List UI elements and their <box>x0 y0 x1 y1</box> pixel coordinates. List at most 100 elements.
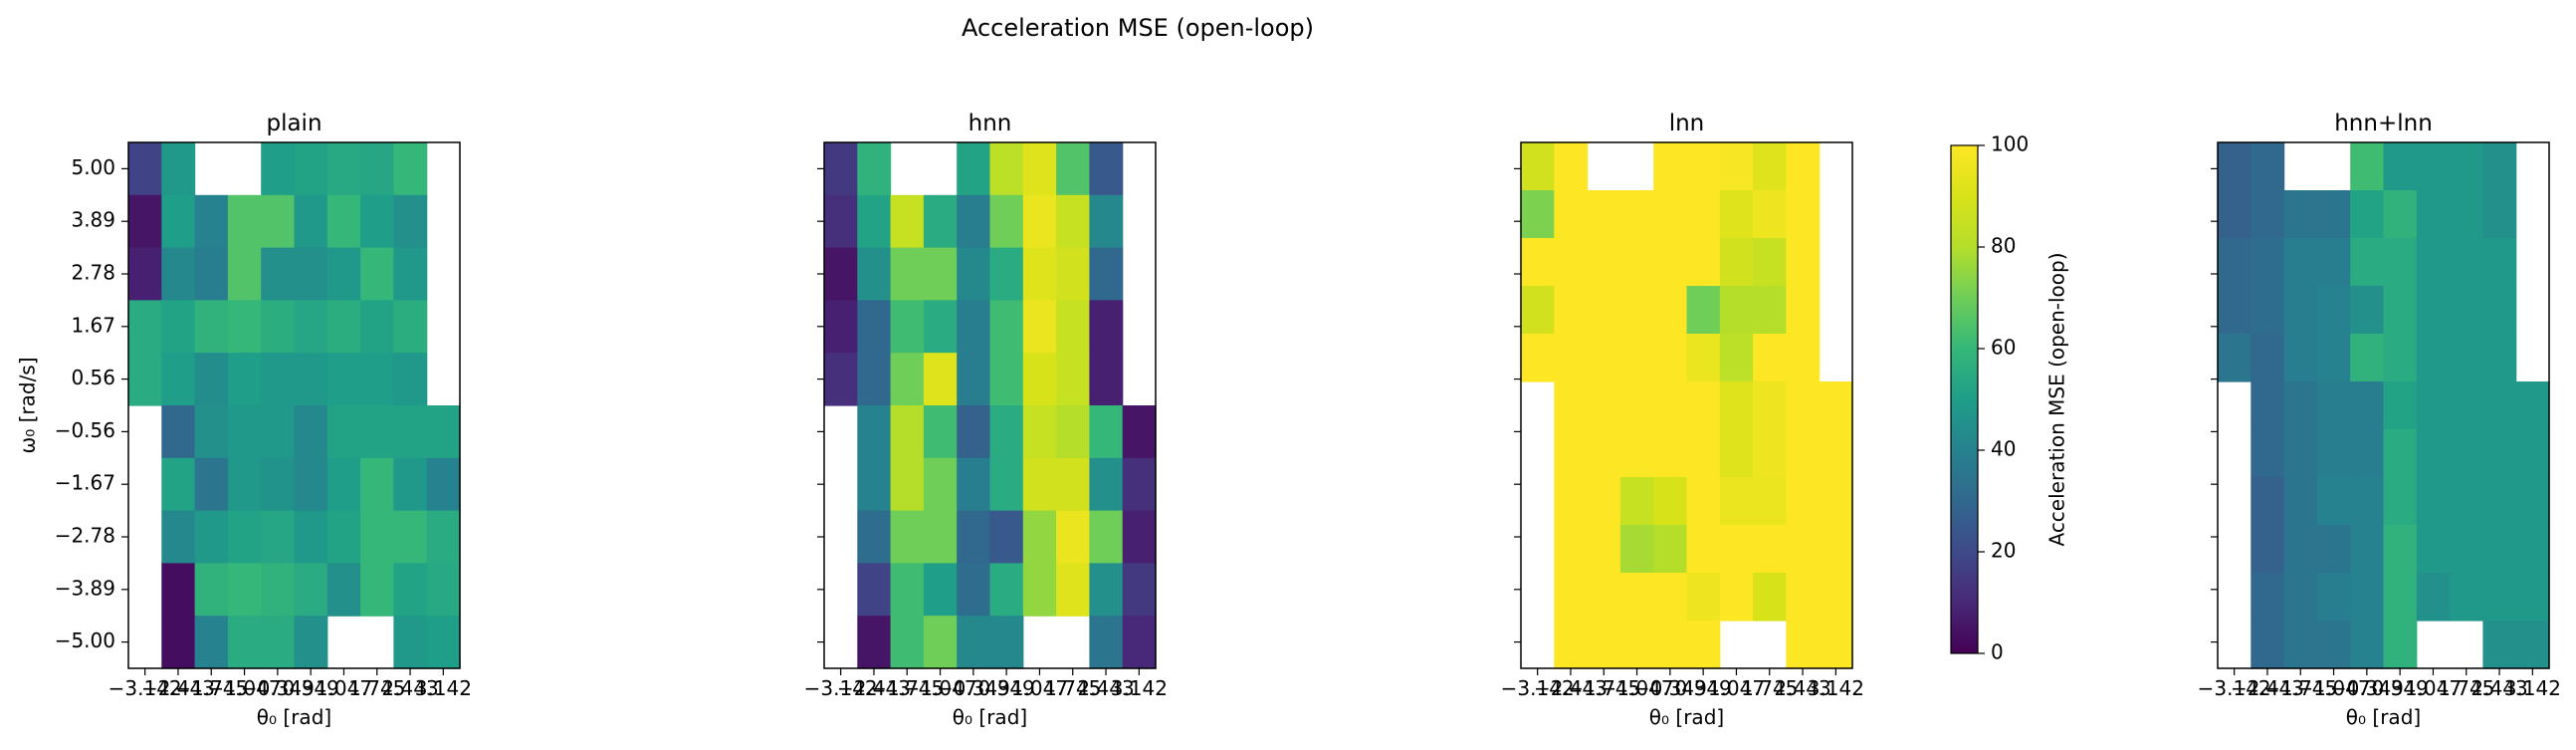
colorbar-gradient <box>1950 144 1979 654</box>
heatmap-cell <box>2383 381 2418 430</box>
heatmap-cell <box>2316 477 2351 526</box>
heatmap-cell <box>2316 286 2351 335</box>
heatmap-cell <box>1819 477 1853 526</box>
x-tick-label: −3.142 <box>2198 676 2271 700</box>
heatmap-cell <box>2316 381 2351 430</box>
heatmap-cell <box>261 616 296 669</box>
heatmap-cell <box>2383 238 2418 287</box>
heatmap-cell <box>294 300 328 354</box>
heatmap-cell <box>360 405 394 459</box>
heatmap-cell <box>989 142 1024 196</box>
heatmap-cell <box>857 405 892 459</box>
x-tick-label: 1.047 <box>316 676 372 700</box>
heatmap-cell <box>1554 286 1589 335</box>
x-tick-label: 1.745 <box>1741 676 1798 700</box>
heatmap-cell <box>2383 525 2418 574</box>
y-tick-label: 5.00 <box>71 155 115 179</box>
heatmap-cell <box>161 405 196 459</box>
heatmap-cell <box>1653 573 1688 622</box>
heatmap-cell <box>1619 525 1654 574</box>
heatmap-cell <box>1753 573 1787 622</box>
panel-title: hnn <box>968 111 1012 136</box>
heatmap-cell <box>1022 194 1057 249</box>
heatmap-cell <box>1619 286 1654 335</box>
heatmap-cell <box>194 247 229 301</box>
y-tick-label: −1.67 <box>55 471 115 495</box>
heatmap-cell <box>426 457 461 512</box>
heatmap-cell <box>128 142 162 196</box>
heatmap-cell <box>2251 286 2285 335</box>
x-tick-label: 3.142 <box>1808 676 1864 700</box>
heatmap-cell <box>857 563 892 617</box>
heatmap-cell <box>1619 238 1654 287</box>
y-tick-label: 0.56 <box>71 366 115 389</box>
heatmap-cell <box>426 616 461 669</box>
heatmap-cell <box>1089 194 1124 249</box>
x-tick-label: 0.349 <box>978 676 1035 700</box>
heatmap-cell <box>1056 300 1090 354</box>
heatmap-cell <box>1653 525 1688 574</box>
heatmap-cell <box>824 247 858 301</box>
x-tick-label: −1.047 <box>2297 676 2371 700</box>
heatmap-cell <box>227 510 262 564</box>
heatmap-cell <box>1554 477 1589 526</box>
heatmap-cell <box>1786 238 1821 287</box>
heatmap-cell <box>393 300 428 354</box>
heatmap-cell <box>2350 525 2385 574</box>
heatmap-cell <box>128 247 162 301</box>
heatmap-cell <box>227 616 262 669</box>
heatmap-cell <box>2316 525 2351 574</box>
heatmap-cell <box>1587 381 1621 430</box>
heatmap-cell <box>2383 429 2418 478</box>
x-tick-label: 0.349 <box>283 676 339 700</box>
x-tick-label: 1.745 <box>1044 676 1101 700</box>
heatmap-cell <box>2450 429 2483 478</box>
heatmap-cell <box>824 194 858 249</box>
heatmap-cell <box>1587 573 1621 622</box>
colorbar-tick-label: 0 <box>1991 640 2004 664</box>
heatmap-cell <box>989 616 1024 669</box>
heatmap-cell <box>1022 457 1057 512</box>
x-tick-label: −2.443 <box>837 676 911 700</box>
heatmap-cell <box>923 563 958 617</box>
heatmap-cell <box>426 405 461 459</box>
heatmap-cell <box>957 142 991 196</box>
heatmap-cell <box>1587 238 1621 287</box>
heatmap-cell <box>261 457 296 512</box>
heatmap-cell <box>2416 238 2451 287</box>
heatmap-cell <box>360 194 394 249</box>
heatmap-cell <box>1587 429 1621 478</box>
heatmap-cell <box>2283 477 2318 526</box>
heatmap-cell <box>227 457 262 512</box>
colorbar-tick-label: 80 <box>1991 234 2016 258</box>
heatmap-cell <box>2515 477 2550 526</box>
heatmap-cell <box>1587 525 1621 574</box>
heatmap-cell <box>1554 573 1589 622</box>
heatmap-cell <box>1753 429 1787 478</box>
x-tick-label: 1.047 <box>1011 676 1068 700</box>
heatmap-cell <box>2350 477 2385 526</box>
heatmap-cell <box>1786 286 1821 335</box>
heatmap-cell <box>360 457 394 512</box>
heatmap-cell <box>923 353 958 406</box>
x-tick-label: −3.142 <box>1501 676 1575 700</box>
heatmap-cell <box>1786 429 1821 478</box>
heatmap-cell <box>2383 190 2418 239</box>
x-axis-label: θ₀ [rad] <box>1649 705 1724 729</box>
heatmap-cell <box>2482 477 2517 526</box>
heatmap-cell <box>2316 573 2351 622</box>
heatmap-cell <box>1521 142 1555 191</box>
heatmap-cell <box>161 142 196 196</box>
heatmap-cell <box>2515 621 2550 669</box>
heatmap-cell <box>2251 238 2285 287</box>
heatmap-cell <box>161 300 196 354</box>
heatmap-cell <box>1753 525 1787 574</box>
x-tick-label: −1.047 <box>904 676 977 700</box>
heatmap-cell <box>1719 238 1754 287</box>
heatmap-cell <box>227 405 262 459</box>
x-tick-label: 2.443 <box>2470 676 2527 700</box>
heatmap-cell <box>1619 190 1654 239</box>
heatmap-cell <box>1554 381 1589 430</box>
heatmap-cell <box>2482 621 2517 669</box>
